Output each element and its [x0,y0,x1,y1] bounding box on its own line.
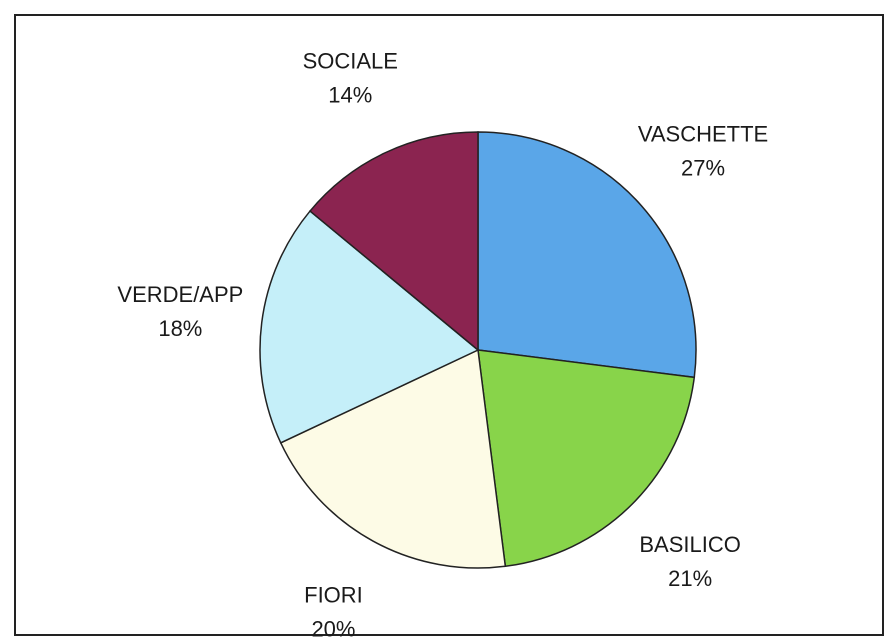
pie-slice [259,209,480,444]
slice-value-label: 21% [668,566,712,591]
slice-label: BASILICO [639,532,740,557]
pie-slice [308,131,479,352]
slice-value-label: 27% [681,155,725,180]
slice-value-label: 20% [311,617,355,639]
slice-value-label: 14% [328,82,372,107]
slice-label: SOCIALE [303,48,398,73]
slice-label: VERDE/APP [117,282,243,307]
pie-slice [279,348,507,569]
slice-label: VASCHETTE [638,121,768,146]
slice-value-label: 18% [158,316,202,341]
slice-label: FIORI [304,583,363,608]
pie-slice [477,131,697,379]
pie-slice [477,349,696,568]
